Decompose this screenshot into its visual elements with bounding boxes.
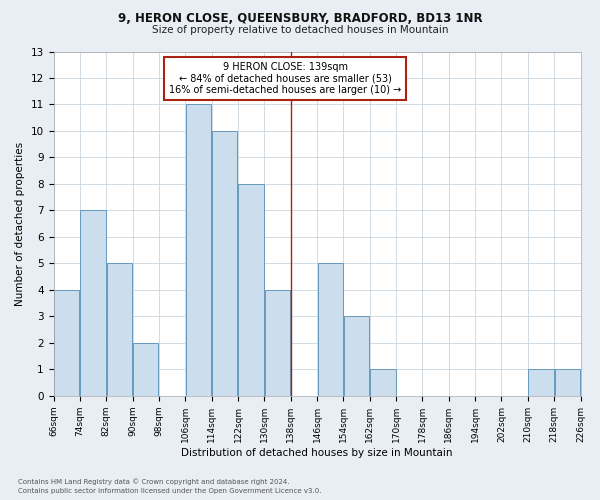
Bar bbox=[212, 131, 238, 396]
Bar bbox=[265, 290, 290, 396]
Bar bbox=[186, 104, 211, 396]
Text: 9 HERON CLOSE: 139sqm
← 84% of detached houses are smaller (53)
16% of semi-deta: 9 HERON CLOSE: 139sqm ← 84% of detached … bbox=[169, 62, 401, 95]
Bar bbox=[528, 370, 554, 396]
Bar bbox=[344, 316, 369, 396]
Text: Contains HM Land Registry data © Crown copyright and database right 2024.: Contains HM Land Registry data © Crown c… bbox=[18, 478, 290, 485]
Bar bbox=[54, 290, 79, 396]
Bar bbox=[80, 210, 106, 396]
Text: 9, HERON CLOSE, QUEENSBURY, BRADFORD, BD13 1NR: 9, HERON CLOSE, QUEENSBURY, BRADFORD, BD… bbox=[118, 12, 482, 26]
Text: Contains public sector information licensed under the Open Government Licence v3: Contains public sector information licen… bbox=[18, 488, 322, 494]
Bar bbox=[317, 264, 343, 396]
Bar bbox=[238, 184, 264, 396]
Bar bbox=[133, 343, 158, 396]
Bar bbox=[554, 370, 580, 396]
Text: Size of property relative to detached houses in Mountain: Size of property relative to detached ho… bbox=[152, 25, 448, 35]
X-axis label: Distribution of detached houses by size in Mountain: Distribution of detached houses by size … bbox=[181, 448, 453, 458]
Y-axis label: Number of detached properties: Number of detached properties bbox=[15, 142, 25, 306]
Bar bbox=[370, 370, 395, 396]
Bar bbox=[107, 264, 132, 396]
